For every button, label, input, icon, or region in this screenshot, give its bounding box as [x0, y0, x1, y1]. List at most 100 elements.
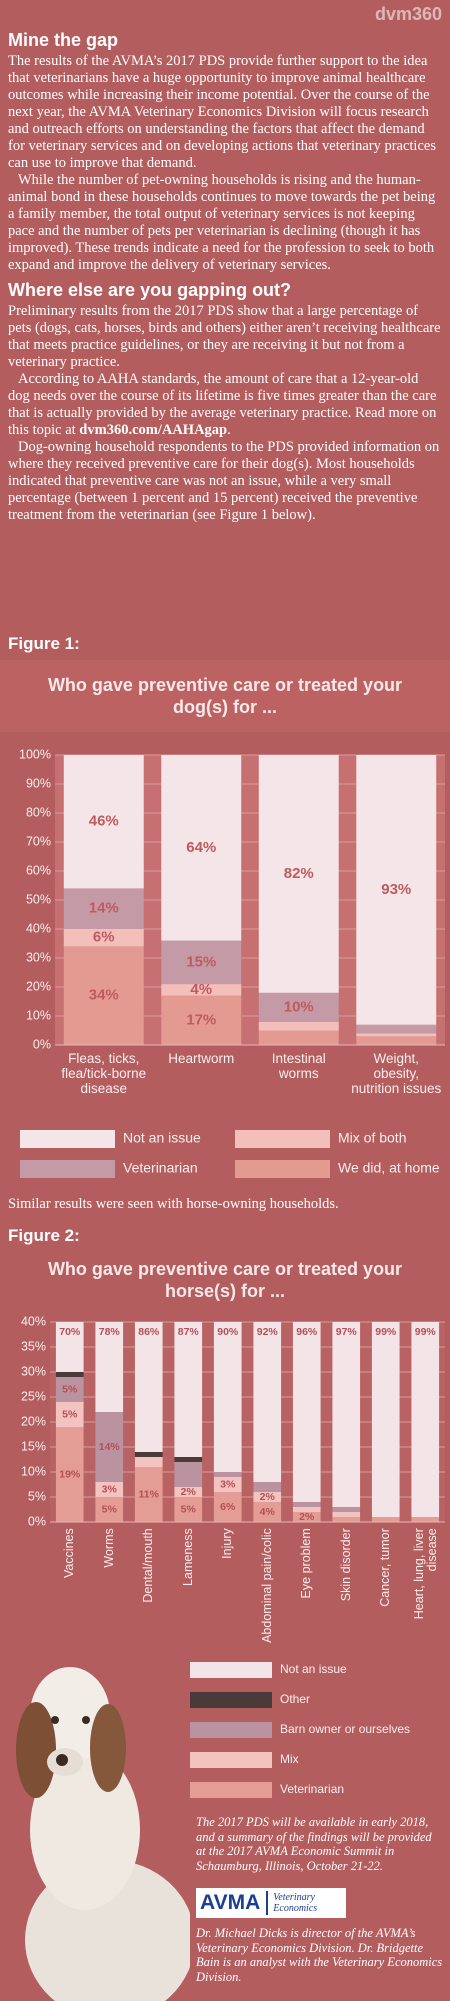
- chart-title: Who gave preventive care or treated your…: [47, 1259, 403, 1301]
- y-tick-label: 20%: [21, 1414, 46, 1428]
- value-label: 87%: [178, 1326, 200, 1338]
- bar-segment: [161, 755, 242, 941]
- bar-segment: [371, 1322, 400, 1517]
- bar-segment: [253, 1322, 282, 1482]
- chart: 0% 5% 10% 15% 20% 25% 30% 35% 40% 19% 5% 5% 70% 5% 3% 1…: [0, 1252, 450, 1812]
- title-band: [0, 660, 450, 732]
- bar-segment: [213, 1322, 242, 1472]
- section-heading: Where else are you gapping out?: [8, 280, 292, 300]
- value-label: 5%: [102, 1503, 118, 1515]
- footer-note: The 2017 PDS will be available in early …: [196, 1815, 432, 1873]
- bar-segment: [134, 1322, 163, 1452]
- y-tick-label: 40%: [26, 921, 51, 935]
- avma-logo: AVMA Veterinary Economics: [196, 1888, 346, 1918]
- bar-segment: [134, 1467, 163, 1522]
- value-label: 10%: [284, 998, 314, 1015]
- bar-segment: [55, 1427, 84, 1522]
- legend-swatch: [20, 1130, 115, 1148]
- legend-swatch: [190, 1782, 272, 1798]
- bar-segment: [55, 1322, 84, 1372]
- legend-swatch: [190, 1752, 272, 1768]
- bar-segment: [332, 1507, 361, 1512]
- legend-label: Not an issue: [123, 1130, 201, 1146]
- bar-segment: [134, 1452, 163, 1457]
- value-label: 90%: [217, 1326, 239, 1338]
- text-run: The results of the AVMA’s 2017 PDS provi…: [8, 53, 436, 171]
- x-tick-label: Abdominal pain/colic: [259, 1528, 274, 1643]
- x-tick-label: Heart, lung, liver disease: [411, 1528, 439, 1620]
- value-label: 46%: [89, 813, 119, 830]
- value-label: 5%: [62, 1408, 78, 1420]
- dog-eye: [82, 1716, 90, 1724]
- legend-label: Other: [280, 1692, 310, 1706]
- bar-segment: [161, 940, 242, 985]
- bar-segment: [411, 1322, 440, 1517]
- x-tick-label: Cancer, tumor: [378, 1528, 393, 1607]
- y-tick-label: 30%: [21, 1364, 46, 1378]
- value-label: 17%: [186, 1011, 216, 1028]
- bar-segment: [356, 1036, 437, 1045]
- legend-label: We did, at home: [338, 1160, 440, 1176]
- y-tick-label: 5%: [28, 1489, 46, 1503]
- bar-segment: [161, 984, 242, 996]
- y-tick-label: 50%: [26, 892, 51, 906]
- y-tick-label: 90%: [26, 776, 51, 790]
- bar-segment: [258, 1021, 339, 1031]
- bar-segment: [292, 1507, 321, 1512]
- bar-segment: [63, 946, 144, 1045]
- bar-segment: [63, 888, 144, 929]
- bar-segment: [63, 929, 144, 947]
- value-label: 78%: [99, 1326, 121, 1338]
- bar-segment: [253, 1492, 282, 1502]
- text-run: Dog-owning household respondents to the …: [8, 439, 440, 523]
- legend-swatch: [190, 1722, 272, 1738]
- value-label: 11%: [139, 1488, 160, 1500]
- logo-name: AVMA: [196, 1891, 269, 1915]
- y-tick-label: 15%: [21, 1439, 46, 1453]
- value-label: 82%: [284, 865, 314, 882]
- value-label: 5%: [181, 1503, 197, 1515]
- bar-segment: [95, 1497, 124, 1522]
- y-tick-label: 0%: [28, 1514, 46, 1528]
- chart-svg: 0% 10% 20% 30% 40% 50% 60% 70% 80% 90% 100% 34% 6% 14…: [0, 660, 450, 1178]
- value-label: 4%: [190, 981, 212, 998]
- bars: [63, 755, 437, 1045]
- bar-segment: [174, 1322, 203, 1457]
- text-run: According to AAHA standards, the amount …: [8, 371, 437, 438]
- link-text: dvm360.com/AAHAgap: [79, 422, 228, 438]
- y-tick-label: 100%: [19, 747, 51, 761]
- paragraph: Dog-owning household respondents to the …: [8, 439, 442, 524]
- text-run: Preliminary results from the 2017 PDS sh…: [8, 303, 441, 370]
- dog-eye: [51, 1716, 59, 1724]
- legend-swatch: [235, 1160, 330, 1178]
- bar-segment: [55, 1372, 84, 1377]
- bar-segment: [213, 1477, 242, 1492]
- y-tick-label: 80%: [26, 805, 51, 819]
- bar-segment: [292, 1322, 321, 1502]
- text-run: .: [227, 422, 231, 438]
- bar-segment: [258, 1030, 339, 1045]
- legend-swatch: [20, 1160, 115, 1178]
- value-label: 34%: [89, 987, 119, 1004]
- value-label: 2%: [299, 1511, 315, 1523]
- y-tick-label: 20%: [26, 979, 51, 993]
- y-tick-label: 70%: [26, 834, 51, 848]
- bar-segment: [174, 1487, 203, 1497]
- value-label: 96%: [296, 1326, 318, 1338]
- bar-segment: [332, 1512, 361, 1517]
- paragraph: The results of the AVMA’s 2017 PDS provi…: [8, 53, 442, 172]
- x-tick-label: Heartworm: [168, 1051, 235, 1066]
- text-run: While the number of pet-owning household…: [8, 172, 436, 273]
- y-tick-label: 40%: [21, 1314, 46, 1328]
- bar-segment: [55, 1402, 84, 1427]
- value-label: 5%: [62, 1383, 78, 1395]
- x-tick-label: Skin disorder: [338, 1528, 353, 1601]
- chart-svg: 0% 5% 10% 15% 20% 25% 30% 35% 40% 19% 5% 5% 70% 5% 3% 1…: [21, 1314, 445, 1798]
- dog-illustration: [16, 1667, 190, 2001]
- y-tick-label: 30%: [26, 950, 51, 964]
- bar-segment: [411, 1517, 440, 1522]
- bar-segment: [174, 1457, 203, 1462]
- paragraph: According to AAHA standards, the amount …: [8, 371, 442, 439]
- value-label: 99%: [375, 1326, 397, 1338]
- bar-segment: [95, 1412, 124, 1482]
